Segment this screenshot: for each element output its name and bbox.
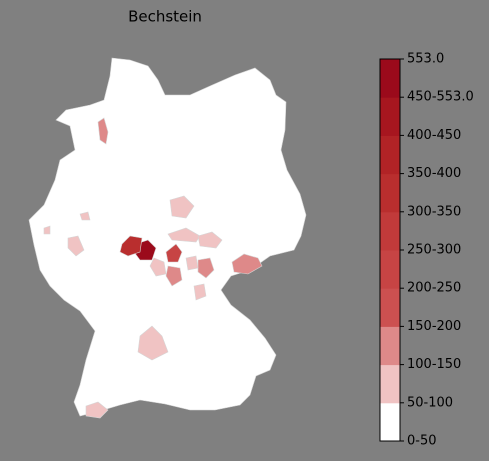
country-outline — [28, 57, 307, 417]
colorbar-segment — [380, 364, 400, 404]
region — [197, 257, 215, 279]
colorbar-label: 0-50 — [407, 434, 437, 449]
colorbar-label: 50-100 — [407, 395, 453, 410]
colorbar-label: 553.0 — [407, 52, 444, 67]
colorbar-segment — [380, 326, 400, 366]
colorbar-label: 350-400 — [407, 166, 461, 181]
colorbar-segment — [380, 173, 400, 213]
colorbar-segment — [380, 59, 400, 98]
colorbar-segment — [380, 97, 400, 136]
region — [231, 253, 263, 275]
colorbar-segment — [380, 402, 400, 442]
colorbar-segment — [380, 135, 400, 175]
region — [67, 235, 85, 257]
region — [85, 401, 109, 419]
region — [119, 235, 143, 257]
region — [97, 117, 109, 145]
colorbar-label: 200-250 — [407, 281, 461, 296]
region — [165, 265, 183, 287]
colorbar-segment — [380, 288, 400, 327]
region — [167, 227, 201, 243]
colorbar-label: 300-350 — [407, 204, 461, 219]
colorbar-label: 150-200 — [407, 319, 461, 334]
region — [79, 211, 91, 221]
colorbar-label: 100-150 — [407, 357, 461, 372]
region — [149, 257, 167, 277]
colorbar-label: 450-553.0 — [407, 90, 474, 105]
map-title: Bechstein — [128, 8, 202, 26]
colorbar-segment — [380, 250, 400, 289]
region — [137, 325, 169, 361]
region — [193, 283, 207, 301]
region — [197, 231, 223, 249]
colorbar-label: 250-300 — [407, 243, 461, 258]
region — [165, 243, 183, 263]
germany-map — [28, 57, 307, 419]
region — [43, 225, 51, 235]
colorbar: 0-50 50-100 100-150 150-200 200-250 250-300 30… — [379, 52, 474, 449]
region — [185, 255, 199, 271]
colorbar-label: 400-450 — [407, 128, 461, 143]
region — [169, 195, 195, 219]
colorbar-segment — [380, 211, 400, 251]
